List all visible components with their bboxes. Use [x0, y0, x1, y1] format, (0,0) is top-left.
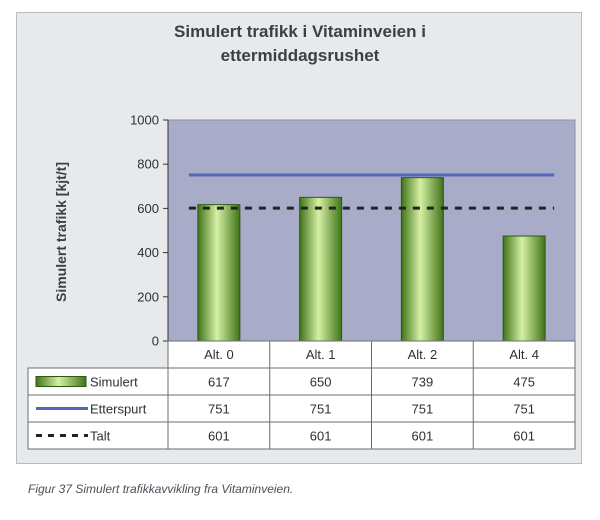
- legend-label: Simulert: [90, 375, 138, 390]
- y-tick-label: 600: [137, 201, 159, 216]
- table-value-cell: 751: [208, 402, 230, 417]
- y-tick-label: 800: [137, 157, 159, 172]
- x-category-label: Alt. 4: [509, 347, 539, 362]
- legend-label: Talt: [90, 429, 111, 444]
- table-value-cell: 601: [310, 429, 332, 444]
- table-value-cell: 617: [208, 375, 230, 390]
- table-value-cell: 601: [412, 429, 434, 444]
- table-value-cell: 751: [513, 402, 535, 417]
- y-tick-label: 200: [137, 289, 159, 304]
- figure-caption: Figur 37 Simulert trafikkavvikling fra V…: [28, 482, 294, 496]
- y-axis-label: Simulert trafikk [kjt/t]: [53, 162, 69, 302]
- table-value-cell: 650: [310, 375, 332, 390]
- legend-key-simulert: [35, 376, 87, 387]
- x-category-label: Alt. 0: [204, 347, 234, 362]
- table-value-cell: 751: [310, 402, 332, 417]
- table-value-cell: 751: [412, 402, 434, 417]
- y-tick-label: 0: [152, 334, 159, 349]
- bar: [400, 177, 444, 342]
- table-value-cell: 601: [208, 429, 230, 444]
- x-category-label: Alt. 2: [408, 347, 438, 362]
- table-body: [27, 367, 576, 450]
- bar: [197, 204, 241, 342]
- table-value-cell: 475: [513, 375, 535, 390]
- legend-label: Etterspurt: [90, 402, 147, 417]
- bar-chart: 0 200 400 600 800 1000 Alt. 0 Alt. 1 Alt. 2 Alt.…: [27, 113, 576, 450]
- chart-title-line2: ettermiddagsrushet: [220, 46, 380, 65]
- table-value-cell: 601: [513, 429, 535, 444]
- y-tick-label: 1000: [130, 113, 159, 128]
- bar: [502, 235, 546, 342]
- x-category-label: Alt. 1: [306, 347, 336, 362]
- y-tick-label: 400: [137, 245, 159, 260]
- table-value-cell: 739: [412, 375, 434, 390]
- chart-title-line1: Simulert trafikk i Vitaminveien i: [174, 22, 426, 41]
- bar: [299, 196, 343, 342]
